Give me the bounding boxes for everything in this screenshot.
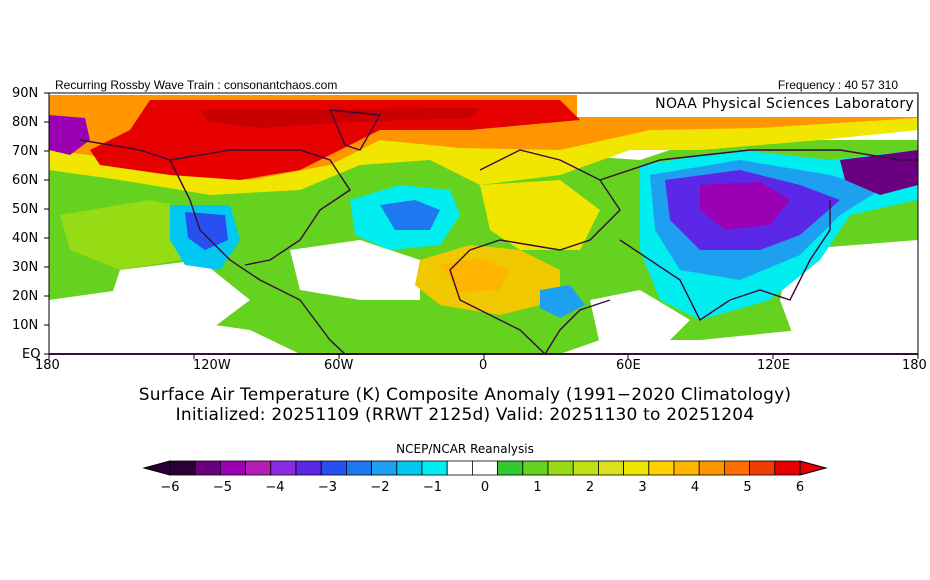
neutral-pacific <box>110 260 250 330</box>
colorbar-swatch <box>572 460 599 476</box>
colorbar-swatch <box>245 460 272 476</box>
lon-label-120w: 120W <box>193 358 231 373</box>
colorbar-tick-label: 2 <box>585 480 595 495</box>
colorbar-swatch <box>320 460 347 476</box>
colorbar-tick-label: 3 <box>638 480 647 495</box>
colorbar-swatch <box>446 460 473 476</box>
east-africa-cold <box>540 285 585 318</box>
colorbar-tick-label: −2 <box>370 480 390 495</box>
lat-label-90n: 90N <box>12 86 39 101</box>
colorbar-swatch <box>673 460 700 476</box>
colorbar-tick-label: 0 <box>480 480 490 495</box>
colorbar-swatch <box>194 460 221 476</box>
lat-label-10n: 10N <box>12 318 39 333</box>
lon-label-60w: 60W <box>324 358 354 373</box>
colorbar-title: NCEP/NCAR Reanalysis <box>396 442 534 456</box>
colorbar-swatch <box>295 460 322 476</box>
colorbar-tick-label: −6 <box>160 480 180 495</box>
source-box <box>577 95 917 117</box>
colorbar-swatch <box>598 460 625 476</box>
lat-label-40n: 40N <box>12 231 39 246</box>
colorbar-tick-label: −4 <box>265 480 285 495</box>
lat-label-50n: 50N <box>12 202 39 217</box>
source-box-label: NOAA Physical Sciences Laboratory <box>655 96 914 112</box>
lat-label-eq: EQ <box>22 347 41 362</box>
neutral-nw-pacific <box>780 240 918 354</box>
weak-warm-region-2 <box>60 200 200 270</box>
lat-label-20n: 20N <box>12 289 39 304</box>
colorbar-swatch <box>547 460 574 476</box>
coastlines <box>79 109 918 354</box>
ne-asia-cold <box>840 150 918 195</box>
colorbar-swatch <box>774 460 801 476</box>
colorbar-swatch <box>219 460 246 476</box>
colorbar-swatch <box>724 460 751 476</box>
title-line-2: Initialized: 20251109 (RRWT 2125d) Valid… <box>175 405 755 425</box>
neutral-atlantic <box>290 240 420 300</box>
lon-label-180w: 180 <box>35 358 60 373</box>
lon-label-120e: 120E <box>757 358 791 373</box>
map-field <box>49 93 918 354</box>
colorbar-swatch <box>396 460 423 476</box>
lat-ticks <box>44 92 49 355</box>
colorbar-swatch <box>345 460 372 476</box>
lat-label-70n: 70N <box>12 144 39 159</box>
colorbar-tick-label: 5 <box>743 480 752 495</box>
colorbar-swatch <box>270 460 297 476</box>
sahara-warm-core <box>440 258 510 292</box>
north-atlantic-cold-core <box>380 200 440 230</box>
lat-label-30n: 30N <box>12 260 39 275</box>
extreme-warm-core <box>200 108 480 128</box>
colorbar <box>142 460 828 476</box>
lon-ticks <box>48 354 919 359</box>
colorbar-tick-label: −1 <box>422 480 443 495</box>
colorbar-swatch <box>371 460 398 476</box>
colorbar-swatch <box>169 460 196 476</box>
europe-warm <box>480 180 600 250</box>
header-left-text: Recurring Rossby Wave Train : consonantc… <box>55 78 338 92</box>
colorbar-swatch <box>698 460 725 476</box>
title-line-1: Surface Air Temperature (K) Composite An… <box>138 385 792 405</box>
lat-label-80n: 80N <box>12 115 39 130</box>
lon-label-180e: 180 <box>902 358 927 373</box>
alaska-cold <box>49 115 90 155</box>
lat-label-60n: 60N <box>12 173 39 188</box>
colorbar-swatch <box>749 460 776 476</box>
colorbar-tick-label: −5 <box>212 480 233 495</box>
colorbar-swatch <box>623 460 650 476</box>
western-us-cold-core <box>185 212 228 250</box>
colorbar-swatch <box>471 460 498 476</box>
colorbar-tick-label: 1 <box>533 480 542 495</box>
colorbar-min-arrow <box>142 460 171 476</box>
colorbar-swatch <box>648 460 675 476</box>
colorbar-tick-label: 4 <box>690 480 700 495</box>
header-frequency-text: Frequency : 40 57 310 <box>777 78 898 92</box>
colorbar-tick-label: 6 <box>795 480 805 495</box>
colorbar-swatch <box>522 460 549 476</box>
colorbar-max-arrow <box>799 460 828 476</box>
colorbar-swatch <box>497 460 524 476</box>
colorbar-swatch <box>421 460 448 476</box>
neutral-arabian-sea <box>590 290 690 350</box>
asia-cold-core <box>700 182 790 230</box>
lon-label-0: 0 <box>479 358 488 373</box>
colorbar-tick-label: −3 <box>317 480 338 495</box>
lon-label-60e: 60E <box>616 358 641 373</box>
